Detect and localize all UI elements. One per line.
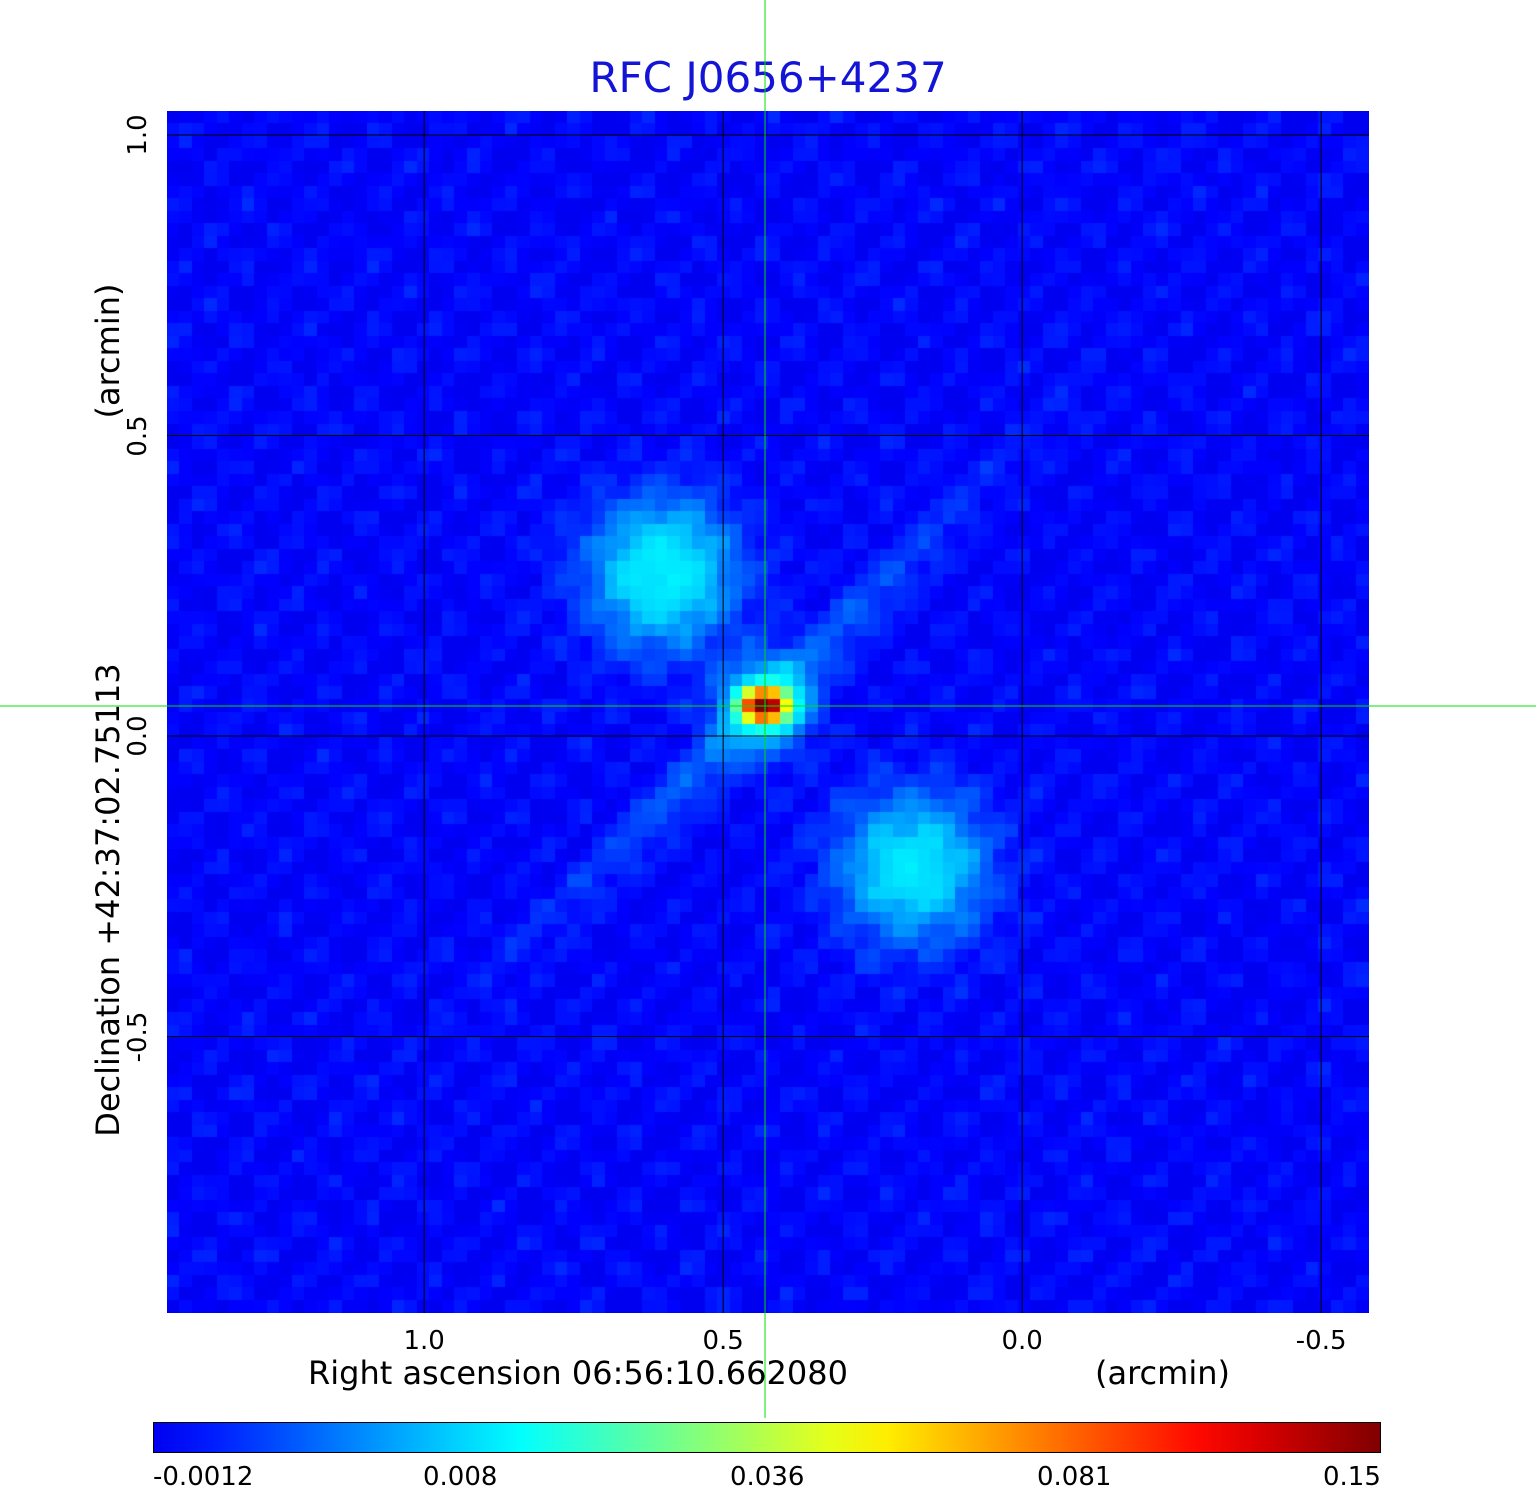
colorbar-tick-label: 0.008: [423, 1462, 498, 1492]
y-tick-label: 0.5: [123, 414, 153, 457]
chart-title: RFC J0656+4237: [589, 53, 947, 102]
y-tick-label: 1.0: [123, 114, 153, 156]
x-tick-label: 0.0: [1001, 1326, 1043, 1356]
y-axis-label: Declination +42:37:02.75113: [89, 663, 127, 1137]
plot-area: [167, 111, 1369, 1313]
colorbar-tick-label: 0.081: [1037, 1462, 1112, 1492]
sky-map-heatmap: [167, 111, 1369, 1313]
colorbar-tick-label: 0.036: [730, 1462, 805, 1492]
x-tick-label: 1.0: [403, 1326, 445, 1356]
x-axis-label: Right ascension 06:56:10.662080: [308, 1354, 848, 1392]
x-tick-label: -0.5: [1295, 1326, 1347, 1356]
x-axis-unit: (arcmin): [1095, 1354, 1230, 1392]
x-tick-label: 0.5: [702, 1326, 744, 1356]
y-axis-unit: (arcmin): [89, 283, 127, 419]
colorbar-tick-label: 0.15: [1323, 1462, 1381, 1492]
colorbar: [153, 1422, 1381, 1453]
y-tick-label: -0.5: [123, 1011, 153, 1062]
colorbar-tick-label: -0.0012: [153, 1462, 254, 1492]
y-tick-label: 0.0: [123, 715, 153, 757]
